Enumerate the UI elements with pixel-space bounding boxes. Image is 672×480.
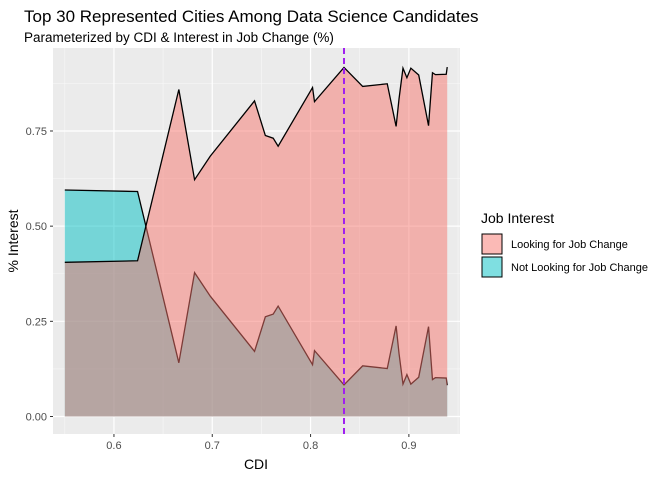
line-looking-for-job-change <box>64 65 448 263</box>
legend-key <box>481 233 503 255</box>
x-tick-label: 0.7 <box>205 440 220 452</box>
x-tick-label: 0.9 <box>401 440 416 452</box>
y-axis-label: % Interest <box>5 209 21 272</box>
legend-label: Not Looking for Job Change <box>511 262 648 274</box>
y-axis-ticks: 0.00 0.25 0.50 0.75 <box>26 126 53 423</box>
chart-subtitle: Parameterized by CDI & Interest in Job C… <box>24 30 334 45</box>
chart-title: Top 30 Represented Cities Among Data Sci… <box>24 7 479 26</box>
y-tick-label: 0.50 <box>26 221 47 233</box>
legend-label: Looking for Job Change <box>511 239 628 251</box>
y-tick-label: 0.00 <box>26 411 47 423</box>
area-looking-for-job-change <box>64 67 448 417</box>
y-tick-label: 0.75 <box>26 126 47 138</box>
x-axis-ticks: 0.6 0.7 0.8 0.9 <box>106 434 417 452</box>
legend: Job Interest Looking for Job Change Not L… <box>481 210 648 278</box>
legend-key <box>481 256 503 278</box>
x-tick-label: 0.6 <box>106 440 121 452</box>
legend-title: Job Interest <box>481 210 554 226</box>
series-areas <box>64 65 448 417</box>
x-tick-label: 0.8 <box>303 440 318 452</box>
x-axis-label: CDI <box>244 456 268 472</box>
y-tick-label: 0.25 <box>26 316 47 328</box>
